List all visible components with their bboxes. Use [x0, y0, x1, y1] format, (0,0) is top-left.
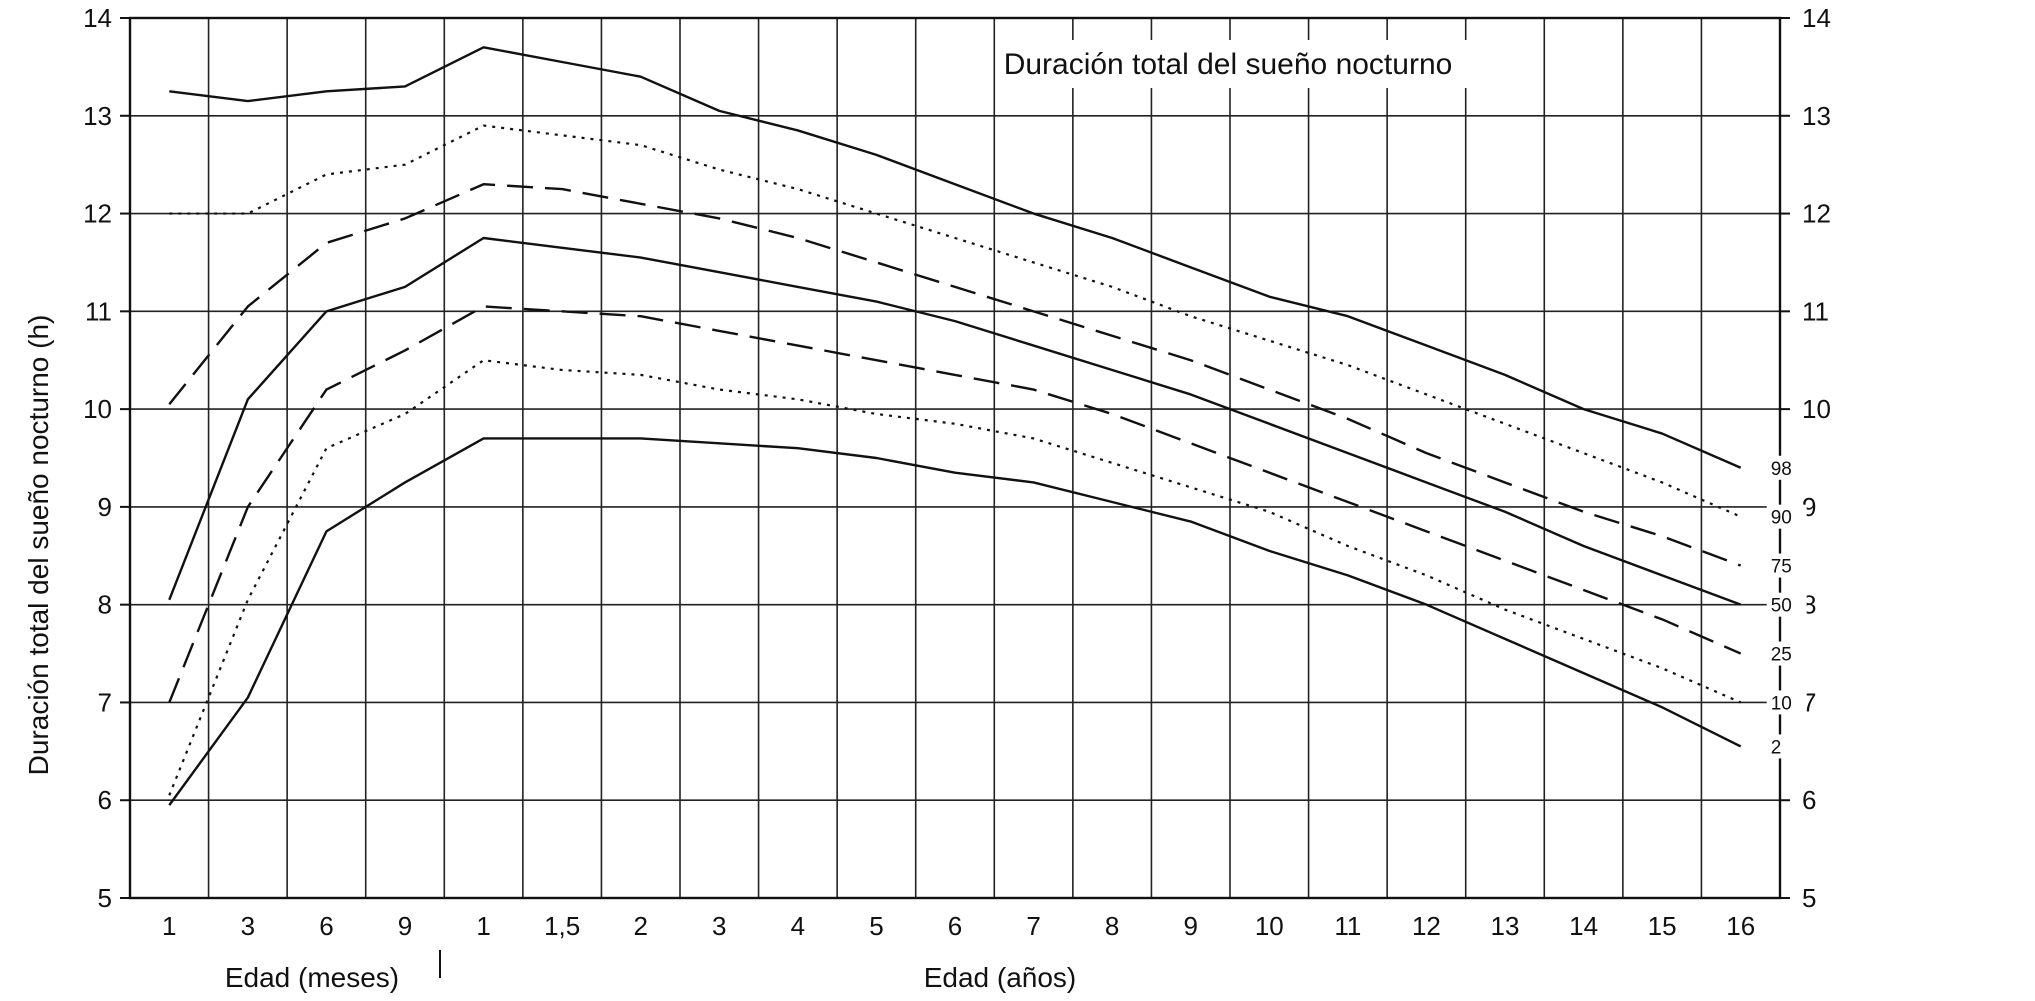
title-background [1000, 40, 1470, 88]
x-tick-label: 6 [948, 911, 962, 941]
series-line-p50 [168, 236, 1742, 606]
y-tick-label-right: 6 [1802, 785, 1816, 815]
series-line-p25 [168, 305, 1742, 703]
percentile-label-50: 50 [1771, 596, 1792, 617]
x-tick-label: 12 [1412, 911, 1441, 941]
x-tick-label: 4 [791, 911, 805, 941]
percentile-label-90: 90 [1771, 508, 1792, 529]
x-tick-label: 3 [241, 911, 255, 941]
percentile-label-25: 25 [1771, 645, 1792, 666]
x-tick-label: 13 [1491, 911, 1520, 941]
x-axis-label-years: Edad (años) [924, 962, 1077, 993]
percentile-labels: 98 90 75 50 25 10 2 [1766, 455, 1807, 759]
grid [129, 17, 1781, 899]
series-line-p2 [168, 437, 1742, 806]
y-tick-label-right: 10 [1802, 394, 1831, 424]
series-line-p90 [169, 124, 1742, 518]
percentile-label-bg [1766, 553, 1807, 578]
x-tick-label: 14 [1569, 911, 1598, 941]
x-tick-label: 6 [319, 911, 333, 941]
x-axis-label-months: Edad (meses) [225, 962, 399, 993]
percentile-label-bg [1766, 592, 1807, 617]
axes [120, 16, 1790, 900]
y-tick-label-left: 13 [83, 101, 112, 131]
y-tick-label-left: 14 [83, 3, 112, 33]
y-tick-label-left: 8 [98, 590, 112, 620]
plot-frame [128, 16, 1782, 900]
x-tick-label: 8 [1105, 911, 1119, 941]
y-tick-label-right: 13 [1802, 101, 1831, 131]
series-line-p75 [168, 183, 1742, 567]
x-tick-label: 15 [1648, 911, 1677, 941]
x-tick-label: 10 [1255, 911, 1284, 941]
y-tick-label-right: 12 [1802, 199, 1831, 229]
percentile-label-bg [1766, 504, 1807, 529]
percentile-label-bg [1766, 641, 1807, 666]
chart-title: Duración total del sueño nocturno [1004, 48, 1453, 81]
series-lines [168, 46, 1742, 806]
y-tick-label-left: 12 [83, 199, 112, 229]
series-line-p98 [169, 46, 1742, 469]
x-tick-label: 16 [1726, 911, 1755, 941]
percentile-label-2: 2 [1771, 737, 1782, 758]
y-tick-label-right: 5 [1802, 883, 1816, 913]
percentile-label-bg [1766, 734, 1807, 759]
x-tick-label: 9 [1183, 911, 1197, 941]
y-tick-label-left: 10 [83, 394, 112, 424]
y-tick-label-left: 7 [98, 687, 112, 717]
x-tick-label: 3 [712, 911, 726, 941]
series-line-p10 [168, 359, 1742, 796]
x-tick-label: 1,5 [544, 911, 580, 941]
percentile-label-bg [1766, 455, 1807, 480]
percentile-label-98: 98 [1771, 459, 1792, 480]
x-tick-label: 11 [1334, 911, 1361, 941]
y-tick-label-left: 5 [98, 883, 112, 913]
y-tick-label-right: 11 [1802, 296, 1829, 326]
x-tick-label: 5 [869, 911, 883, 941]
y-tick-label-left: 6 [98, 785, 112, 815]
percentile-label-10: 10 [1771, 693, 1792, 714]
y-axis-label: Duración total del sueño nocturno (h) [23, 315, 54, 776]
y-tick-label-right: 14 [1802, 3, 1831, 33]
x-tick-label: 7 [1026, 911, 1040, 941]
percentile-label-75: 75 [1771, 557, 1792, 578]
x-tick-label: 9 [398, 911, 412, 941]
y-tick-label-left: 9 [98, 492, 112, 522]
y-tick-label-left: 11 [85, 296, 112, 326]
x-tick-label: 1 [162, 911, 176, 941]
x-tick-label: 1 [476, 911, 490, 941]
percentile-label-bg [1766, 690, 1807, 715]
x-tick-label: 2 [633, 911, 647, 941]
